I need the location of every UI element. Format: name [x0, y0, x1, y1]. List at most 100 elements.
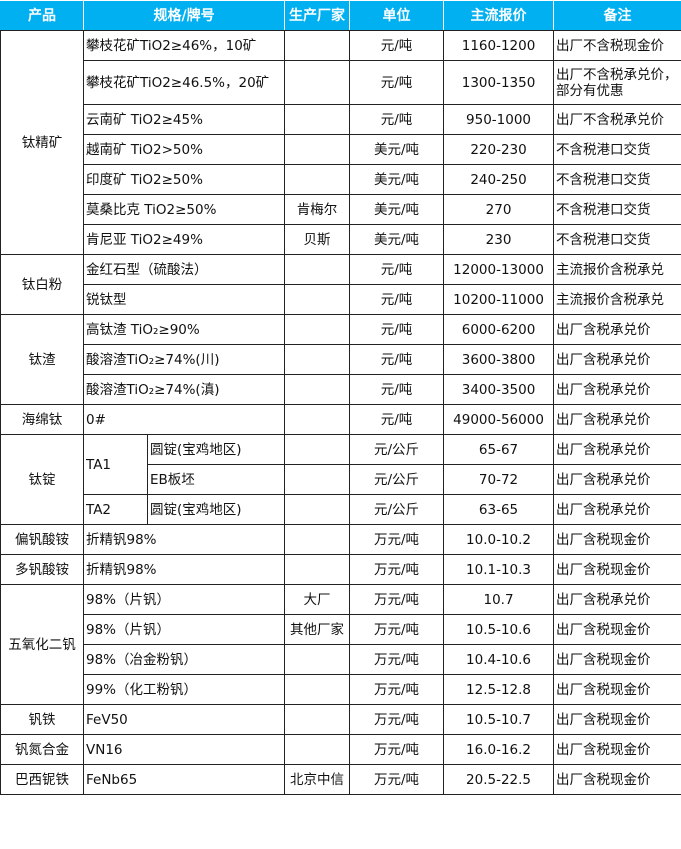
spec-cell: 肯尼亚 TiO2≥49% — [82, 224, 286, 255]
maker-cell — [284, 374, 351, 405]
note-cell: 出厂含税承兑价 — [553, 404, 681, 435]
maker-cell: 肯梅尔 — [284, 194, 351, 225]
price-cell: 240-250 — [443, 164, 555, 195]
maker-cell — [284, 404, 351, 435]
grade-cell: TA2 — [83, 494, 148, 525]
table-row: 云南矿 TiO2≥45% 元/吨 950-1000 出厂不含税承兑价 — [1, 104, 681, 135]
note-cell: 出厂含税承兑价 — [553, 344, 681, 375]
table-row: 酸溶渣TiO₂≥74%(滇) 元/吨 3400-3500 出厂含税承兑价 — [1, 374, 681, 405]
header-product: 产品 — [0, 0, 84, 31]
maker-cell — [284, 554, 351, 585]
unit-cell: 元/公斤 — [349, 494, 445, 525]
spec-cell: 金红石型（硫酸法） — [82, 254, 286, 285]
maker-cell — [284, 30, 351, 61]
table-row: 酸溶渣TiO₂≥74%(川) 元/吨 3600-3800 出厂含税承兑价 — [1, 344, 681, 375]
note-cell: 出厂含税承兑价 — [553, 434, 681, 465]
unit-cell: 万元/吨 — [349, 674, 445, 705]
table-row: 钛白粉 金红石型（硫酸法） 元/吨 12000-13000 主流报价含税承兑 — [0, 254, 681, 315]
product-cell: 钒铁 — [0, 704, 84, 735]
maker-cell — [284, 134, 351, 165]
unit-cell: 美元/吨 — [349, 164, 445, 195]
header-spec: 规格/牌号 — [82, 0, 286, 31]
product-cell: 钒氮合金 — [0, 734, 84, 765]
table-row: 攀枝花矿TiO2≥46.5%，20矿 元/吨 1300-1350 出厂不含税承兑价，部… — [1, 60, 681, 105]
unit-cell: 万元/吨 — [349, 524, 445, 555]
note-cell: 不含税港口交货 — [553, 224, 681, 255]
unit-cell: 美元/吨 — [349, 134, 445, 165]
table-row: 越南矿 TiO2>50% 美元/吨 220-230 不含税港口交货 — [1, 134, 681, 165]
price-cell: 10.1-10.3 — [443, 554, 555, 585]
header-unit: 单位 — [349, 0, 445, 31]
spec-cell: 99%（化工粉钒） — [82, 674, 286, 705]
note-cell: 出厂不含税承兑价，部分有优惠 — [553, 60, 681, 105]
price-cell: 49000-56000 — [443, 404, 555, 435]
maker-cell — [284, 314, 351, 345]
price-cell: 20.5-22.5 — [443, 764, 555, 795]
table-row: 锐钛型 元/吨 10200-11000 主流报价含税承兑 — [1, 284, 681, 315]
unit-cell: 元/吨 — [349, 60, 445, 105]
table-row: 钛渣 高钛渣 TiO₂≥90% 元/吨 6000-6200 出厂含税承兑价 — [0, 314, 681, 405]
spec-cell: EB板坯 — [146, 464, 286, 495]
table-body: 钛精矿 攀枝花矿TiO2≥46%，10矿 元/吨 1160-1200 出厂不含税现金价攀… — [0, 30, 681, 795]
table-row: 钒氮合金 VN16 万元/吨 16.0-16.2 出厂含税现金价 — [0, 734, 681, 765]
note-cell: 不含税港口交货 — [553, 134, 681, 165]
maker-cell — [284, 494, 351, 525]
table-row: TA2 圆锭(宝鸡地区) 元/公斤 63-65 出厂含税承兑价 — [1, 494, 681, 525]
price-cell: 1300-1350 — [443, 60, 555, 105]
maker-cell — [284, 524, 351, 555]
price-cell: 220-230 — [443, 134, 555, 165]
spec-cell: 攀枝花矿TiO2≥46.5%，20矿 — [82, 60, 286, 105]
spec-cell: 酸溶渣TiO₂≥74%(滇) — [82, 374, 286, 405]
price-cell: 3400-3500 — [443, 374, 555, 405]
maker-cell — [284, 704, 351, 735]
note-cell: 出厂含税承兑价 — [553, 464, 681, 495]
price-cell: 10.7 — [443, 584, 555, 615]
unit-cell: 美元/吨 — [349, 194, 445, 225]
table-row: 莫桑比克 TiO2≥50% 肯梅尔 美元/吨 270 不含税港口交货 — [1, 194, 681, 225]
table-row: 钛精矿 攀枝花矿TiO2≥46%，10矿元/吨 1160-1200 出厂不含税现金价 — [0, 30, 681, 255]
product-cell: 巴西铌铁 — [0, 764, 84, 795]
note-cell: 出厂不含税承兑价 — [553, 104, 681, 135]
unit-cell: 万元/吨 — [349, 734, 445, 765]
price-cell: 16.0-16.2 — [443, 734, 555, 765]
header-maker: 生产厂家 — [284, 0, 351, 31]
note-cell: 出厂含税现金价 — [553, 764, 681, 795]
price-cell: 65-67 — [443, 434, 555, 465]
price-cell: 10.4-10.6 — [443, 644, 555, 675]
spec-cell: 98%（片钒） — [82, 614, 286, 645]
table-row: 多钒酸铵 折精钒98% 万元/吨 10.1-10.3 出厂含税现金价 — [0, 554, 681, 585]
maker-cell — [284, 434, 351, 465]
unit-cell: 万元/吨 — [349, 614, 445, 645]
table-row: 偏钒酸铵 折精钒98% 万元/吨 10.0-10.2 出厂含税现金价 — [0, 524, 681, 555]
note-cell: 出厂含税现金价 — [553, 614, 681, 645]
spec-cell: FeV50 — [82, 704, 286, 735]
spec-cell: FeNb65 — [82, 764, 286, 795]
spec-cell: 攀枝花矿TiO2≥46%，10矿 — [82, 30, 286, 61]
spec-cell: 高钛渣 TiO₂≥90% — [82, 314, 286, 345]
table-row: 钛锭 TA1 圆锭(宝鸡地区) 元/公斤 65-67 出厂含税承兑价 — [0, 434, 681, 525]
price-cell: 950-1000 — [443, 104, 555, 135]
note-cell: 不含税港口交货 — [553, 164, 681, 195]
note-cell: 出厂含税现金价 — [553, 644, 681, 675]
maker-cell — [284, 254, 351, 285]
note-cell: 出厂含税现金价 — [553, 554, 681, 585]
maker-cell: 大厂 — [284, 584, 351, 615]
product-cell: 海绵钛 — [0, 404, 84, 435]
maker-cell: 北京中信 — [284, 764, 351, 795]
spec-cell: 云南矿 TiO2≥45% — [82, 104, 286, 135]
unit-cell: 元/吨 — [349, 344, 445, 375]
product-cell: 钛精矿 — [0, 30, 84, 255]
table-row: 海绵钛 0# 元/吨 49000-56000 出厂含税承兑价 — [0, 404, 681, 435]
note-cell: 出厂不含税现金价 — [553, 30, 681, 61]
maker-cell — [284, 164, 351, 195]
price-cell: 1160-1200 — [443, 30, 555, 61]
spec-cell: 折精钒98% — [82, 524, 286, 555]
product-cell: 钛锭 — [0, 434, 84, 525]
note-cell: 出厂含税现金价 — [553, 674, 681, 705]
product-cell: 钛白粉 — [0, 254, 84, 315]
unit-cell: 元/吨 — [349, 404, 445, 435]
maker-cell — [284, 464, 351, 495]
price-cell: 12000-13000 — [443, 254, 555, 285]
unit-cell: 万元/吨 — [349, 704, 445, 735]
unit-cell: 元/吨 — [349, 284, 445, 315]
